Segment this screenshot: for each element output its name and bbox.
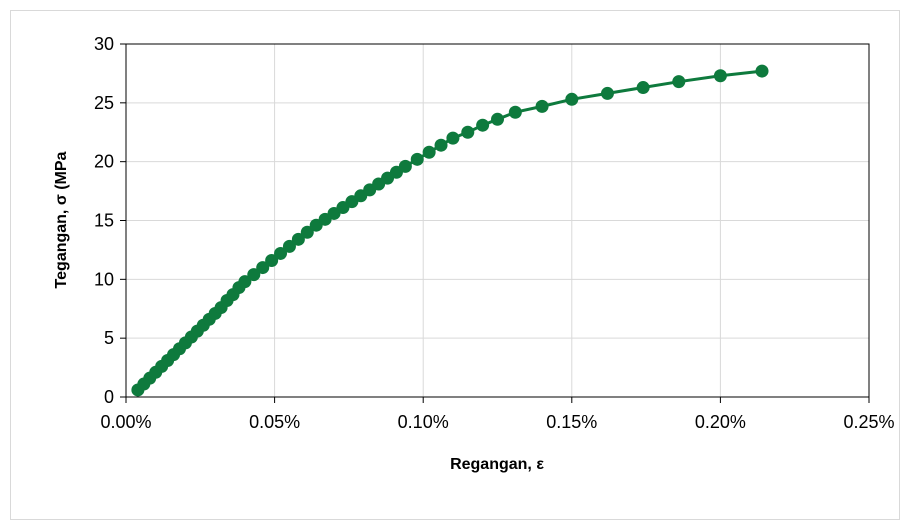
data-point: [410, 152, 424, 166]
data-point: [713, 69, 727, 83]
data-point: [247, 268, 261, 282]
data-point: [398, 159, 412, 173]
data-point: [282, 239, 296, 253]
data-point: [491, 112, 504, 126]
y-axis-title: Tegangan, σ (MPa: [53, 151, 70, 288]
data-point: [238, 275, 252, 289]
data-point: [755, 64, 769, 78]
x-tick-label: 0.00%: [100, 412, 151, 432]
x-tick-label: 0.10%: [398, 412, 449, 432]
data-point: [265, 254, 279, 268]
data-point: [476, 118, 490, 132]
data-point: [636, 81, 650, 95]
grid-lines: [126, 44, 869, 397]
data-point: [672, 75, 686, 89]
data-point: [300, 225, 314, 239]
x-tick-label: 0.25%: [843, 412, 894, 432]
y-tick-label: 15: [94, 211, 114, 231]
data-point: [291, 232, 305, 246]
y-tick-label: 5: [104, 328, 114, 348]
y-tick-label: 30: [94, 34, 114, 54]
data-point: [535, 99, 549, 113]
data-point: [461, 125, 475, 139]
series-line: [136, 69, 763, 391]
x-tick-label: 0.15%: [546, 412, 597, 432]
x-axis-ticks: 0.00% 0.05% 0.10% 0.15% 0.20% 0.25%: [100, 397, 895, 432]
series-points: [131, 64, 769, 397]
data-point: [274, 246, 288, 260]
x-tick-label: 0.05%: [249, 412, 300, 432]
data-point: [256, 261, 270, 275]
y-tick-label: 0: [104, 387, 114, 407]
x-tick-label: 0.20%: [695, 412, 746, 432]
data-point: [565, 92, 579, 106]
x-axis-title: Regangan, ε: [450, 456, 544, 473]
data-point: [508, 105, 522, 119]
data-point: [422, 145, 436, 159]
y-tick-label: 10: [94, 269, 114, 289]
data-point: [446, 131, 460, 145]
y-axis-ticks: 0 5 10 15 20 25 30: [94, 34, 126, 407]
data-point: [600, 86, 614, 100]
y-tick-label: 25: [94, 93, 114, 113]
y-tick-label: 20: [94, 152, 114, 172]
chart-frame: [10, 10, 900, 520]
data-point: [434, 138, 448, 152]
